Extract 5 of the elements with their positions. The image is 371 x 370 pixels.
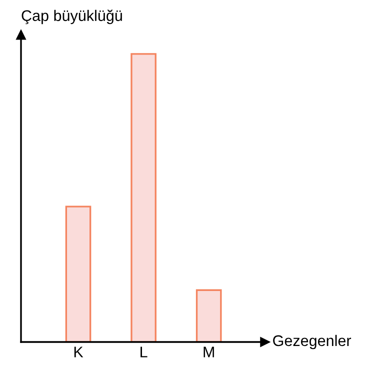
x-tick-label: M [204,346,214,358]
y-axis-title: Çap büyüklüğü [22,10,122,24]
x-tick-label: K [74,346,84,358]
x-tick-label: L [140,346,148,358]
x-axis-title: Gezegenler [273,334,352,350]
